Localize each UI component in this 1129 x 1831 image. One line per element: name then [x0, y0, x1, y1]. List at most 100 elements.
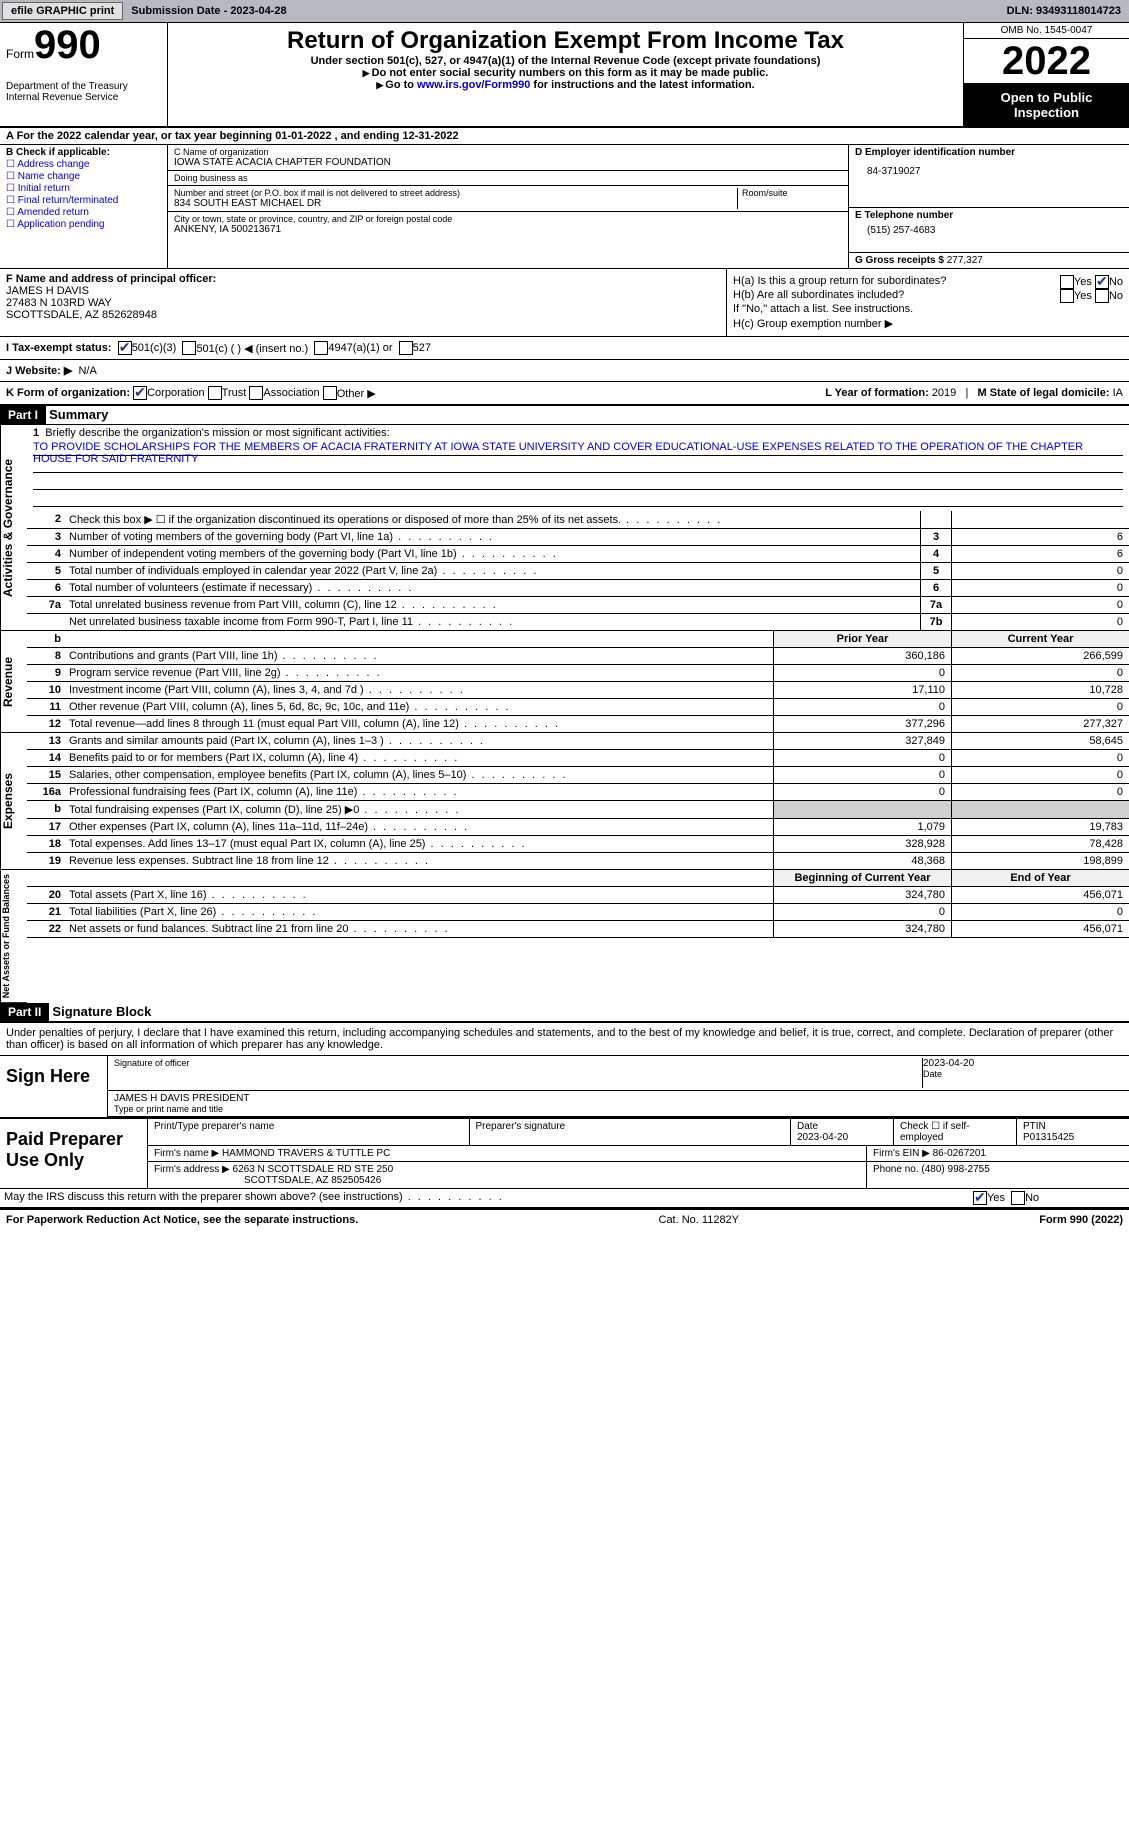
- street-value: 834 SOUTH EAST MICHAEL DR: [174, 198, 737, 209]
- table-row: 20Total assets (Part X, line 16)324,7804…: [27, 887, 1129, 904]
- ha-no[interactable]: [1095, 275, 1109, 289]
- col-d-ein: D Employer identification number 84-3719…: [849, 145, 1129, 268]
- firm-phone-label: Phone no.: [873, 1164, 919, 1175]
- cb-501c3[interactable]: [118, 341, 132, 355]
- form-title: Return of Organization Exempt From Incom…: [178, 27, 953, 55]
- pra-notice: For Paperwork Reduction Act Notice, see …: [6, 1214, 358, 1226]
- efile-button[interactable]: efile GRAPHIC print: [2, 2, 123, 20]
- col-b-checkboxes: B Check if applicable: ☐ Address change …: [0, 145, 168, 268]
- form-number: 990: [34, 23, 101, 67]
- cat-number: Cat. No. 11282Y: [659, 1214, 740, 1226]
- city-value: ANKENY, IA 500213671: [174, 224, 842, 235]
- phone-value: (515) 257-4683: [855, 221, 1123, 240]
- hb-yes[interactable]: [1060, 289, 1074, 303]
- table-row: 4Number of independent voting members of…: [27, 546, 1129, 563]
- row-i-status: I Tax-exempt status: 501(c)(3) 501(c) ( …: [0, 337, 1129, 360]
- discuss-yes[interactable]: [973, 1191, 987, 1205]
- table-row: 11Other revenue (Part VIII, column (A), …: [27, 699, 1129, 716]
- part-1-title: Summary: [49, 407, 108, 422]
- cb-assoc[interactable]: [249, 386, 263, 400]
- hb-no[interactable]: [1095, 289, 1109, 303]
- firm-name: HAMMOND TRAVERS & TUTTLE PC: [222, 1148, 390, 1159]
- cb-trust[interactable]: [208, 386, 222, 400]
- table-row: 9Program service revenue (Part VIII, lin…: [27, 665, 1129, 682]
- summary-governance: Activities & Governance 1 Briefly descri…: [0, 425, 1129, 631]
- prep-sig-label: Preparer's signature: [470, 1119, 792, 1145]
- sig-date-label: Date: [923, 1069, 1123, 1079]
- omb-number: OMB No. 1545-0047: [964, 23, 1129, 39]
- firm-addr2: SCOTTSDALE, AZ 852505426: [154, 1175, 381, 1186]
- org-name-label: C Name of organization: [174, 147, 842, 157]
- part-1-header: Part I Summary: [0, 406, 1129, 425]
- table-row: 19Revenue less expenses. Subtract line 1…: [27, 853, 1129, 870]
- officer-addr1: 27483 N 103RD WAY: [6, 297, 720, 309]
- table-row: 6Total number of volunteers (estimate if…: [27, 580, 1129, 597]
- cb-501c[interactable]: [182, 341, 196, 355]
- sig-name-label: Type or print name and title: [114, 1104, 1123, 1114]
- gross-label: G Gross receipts $: [855, 255, 944, 266]
- submission-date: Submission Date - 2023-04-28: [125, 5, 292, 17]
- footer: For Paperwork Reduction Act Notice, see …: [0, 1208, 1129, 1230]
- firm-addr-label: Firm's address ▶: [154, 1164, 230, 1175]
- ein-value: 84-3719027: [855, 158, 1123, 185]
- side-revenue: Revenue: [0, 631, 27, 733]
- discuss-row: May the IRS discuss this return with the…: [0, 1188, 1129, 1208]
- firm-name-label: Firm's name ▶: [154, 1148, 219, 1159]
- cb-4947[interactable]: [314, 341, 328, 355]
- section-bcd: B Check if applicable: ☐ Address change …: [0, 145, 1129, 269]
- summary-net: Net Assets or Fund Balances Beginning of…: [0, 870, 1129, 1003]
- table-row: 3Number of voting members of the governi…: [27, 529, 1129, 546]
- cb-initial[interactable]: ☐ Initial return: [6, 183, 161, 194]
- cb-final[interactable]: ☐ Final return/terminated: [6, 195, 161, 206]
- table-row: 21Total liabilities (Part X, line 26)00: [27, 904, 1129, 921]
- top-bar: efile GRAPHIC print Submission Date - 20…: [0, 0, 1129, 23]
- mission-text: TO PROVIDE SCHOLARSHIPS FOR THE MEMBERS …: [33, 441, 1123, 456]
- phone-label: E Telephone number: [855, 210, 1123, 221]
- sig-officer-label: Signature of officer: [114, 1058, 922, 1068]
- discuss-no[interactable]: [1011, 1191, 1025, 1205]
- officer-label: F Name and address of principal officer:: [6, 273, 720, 285]
- table-row: 22Net assets or fund balances. Subtract …: [27, 921, 1129, 938]
- tax-year: 2022: [964, 39, 1129, 84]
- table-row: 17Other expenses (Part IX, column (A), l…: [27, 819, 1129, 836]
- cb-other[interactable]: [323, 386, 337, 400]
- prep-self-label: Check ☐ if self-employed: [894, 1119, 1017, 1145]
- form-title-box: Return of Organization Exempt From Incom…: [168, 23, 963, 126]
- col-begin-year: Beginning of Current Year: [773, 870, 951, 886]
- cb-name[interactable]: ☐ Name change: [6, 171, 161, 182]
- section-fh: F Name and address of principal officer:…: [0, 269, 1129, 337]
- year-formation: 2019: [932, 387, 956, 399]
- year-box: OMB No. 1545-0047 2022 Open to Public In…: [963, 23, 1129, 126]
- sign-here-label: Sign Here: [0, 1056, 108, 1117]
- table-row: 18Total expenses. Add lines 13–17 (must …: [27, 836, 1129, 853]
- officer-name: JAMES H DAVIS: [6, 285, 720, 297]
- side-expenses: Expenses: [0, 733, 27, 870]
- cb-address[interactable]: ☐ Address change: [6, 159, 161, 170]
- side-net: Net Assets or Fund Balances: [0, 870, 27, 1003]
- row-a-dates: A For the 2022 calendar year, or tax yea…: [0, 128, 1129, 145]
- ptin-label: PTIN: [1023, 1121, 1046, 1132]
- ha-yes[interactable]: [1060, 275, 1074, 289]
- sig-date: 2023-04-20: [923, 1058, 1123, 1069]
- col-h-group: H(a) Is this a group return for subordin…: [727, 269, 1129, 336]
- cb-corp[interactable]: [133, 386, 147, 400]
- org-name: IOWA STATE ACACIA CHAPTER FOUNDATION: [174, 157, 842, 168]
- form-note-1: Do not enter social security numbers on …: [178, 67, 953, 79]
- ptin-value: P01315425: [1023, 1132, 1074, 1143]
- cb-amended[interactable]: ☐ Amended return: [6, 207, 161, 218]
- firm-ein: 86-0267201: [933, 1148, 986, 1159]
- form-id-box: Form990 Department of the Treasury Inter…: [0, 23, 168, 126]
- hb-note: If "No," attach a list. See instructions…: [733, 303, 1123, 315]
- cb-pending[interactable]: ☐ Application pending: [6, 219, 161, 230]
- table-row: 13Grants and similar amounts paid (Part …: [27, 733, 1129, 750]
- part-2-badge: Part II: [0, 1003, 49, 1021]
- dept-label: Department of the Treasury Internal Reve…: [6, 81, 161, 103]
- hb-line: H(b) Are all subordinates included? Yes …: [733, 289, 1123, 301]
- col-current-year: Current Year: [951, 631, 1129, 647]
- open-public: Open to Public Inspection: [964, 84, 1129, 126]
- irs-link[interactable]: www.irs.gov/Form990: [417, 79, 530, 91]
- table-row: 15Salaries, other compensation, employee…: [27, 767, 1129, 784]
- hc-line: H(c) Group exemption number ▶: [733, 317, 1123, 330]
- form-word: Form: [6, 47, 34, 61]
- cb-527[interactable]: [399, 341, 413, 355]
